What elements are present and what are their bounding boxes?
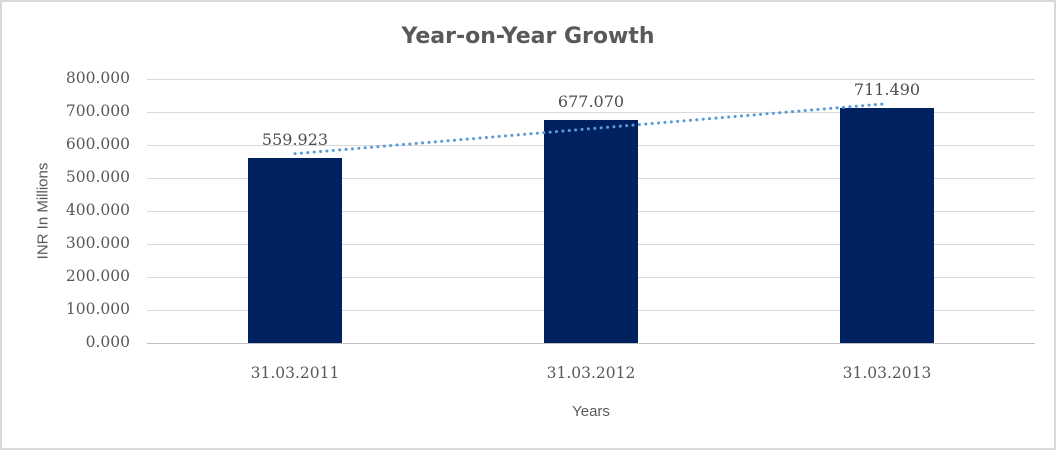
y-tick-label: 600.000: [65, 135, 130, 153]
bar: [248, 158, 342, 343]
y-tick-label: 400.000: [65, 201, 130, 219]
y-tick-label: 500.000: [65, 168, 130, 186]
bar-value-label: 711.490: [853, 80, 921, 100]
chart-title: Year-on-Year Growth: [401, 24, 655, 49]
bar: [544, 119, 638, 343]
bar: [840, 108, 934, 343]
gridline: [147, 78, 1035, 80]
y-tick-label: 200.000: [65, 267, 130, 285]
y-tick-label: 100.000: [65, 300, 130, 318]
bar-value-label: 559.923: [261, 130, 329, 150]
x-axis-line: [147, 342, 1035, 344]
y-axis-title: INR In Millions: [34, 162, 52, 260]
x-tick-label: 31.03.2013: [842, 364, 932, 382]
bar-value-label: 677.070: [557, 91, 625, 111]
y-tick-label: 800.000: [65, 69, 130, 87]
y-tick-label: 0.000: [85, 333, 130, 351]
x-tick-label: 31.03.2011: [250, 364, 340, 382]
x-axis-title: Years: [572, 403, 610, 420]
y-tick-label: 300.000: [65, 234, 130, 252]
y-tick-label: 700.000: [65, 102, 130, 120]
x-tick-label: 31.03.2012: [546, 364, 636, 382]
